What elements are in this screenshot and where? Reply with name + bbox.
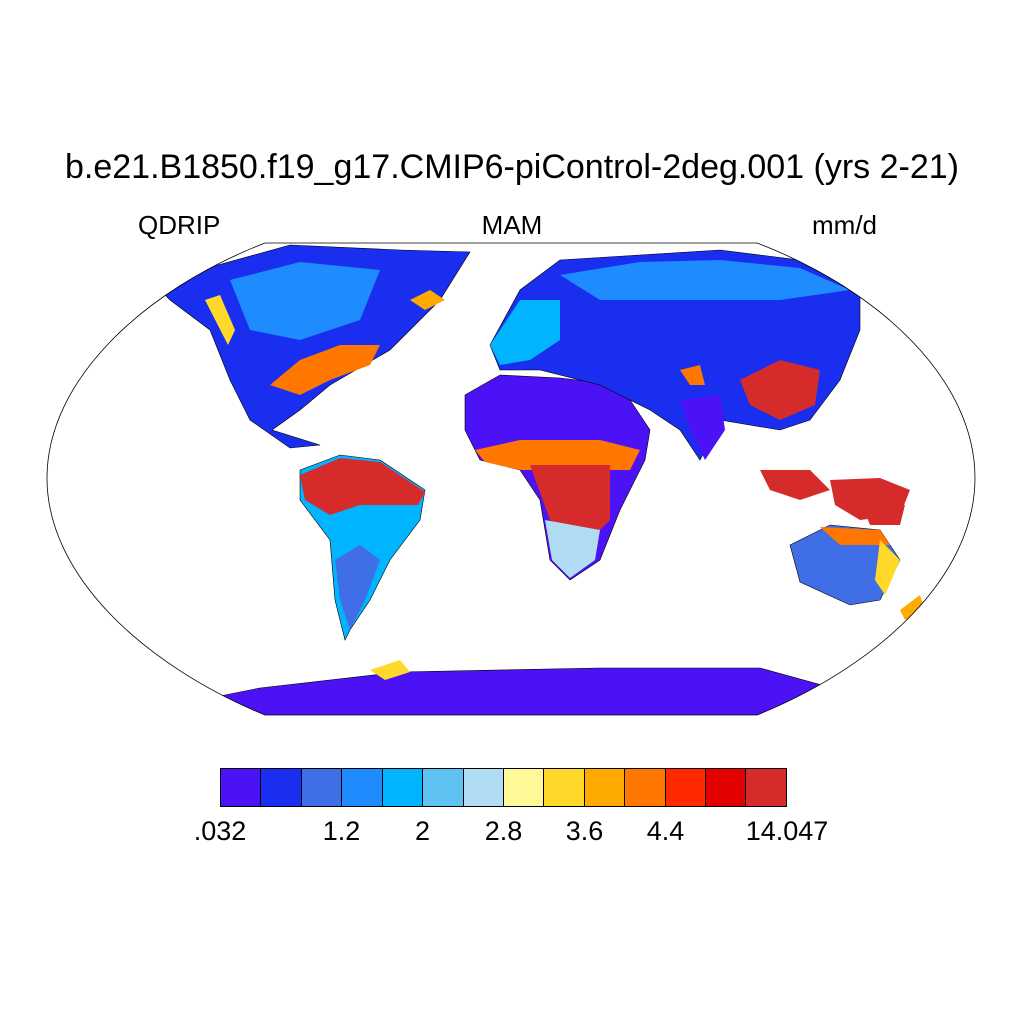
colorbar-label: 14.047 <box>745 816 829 846</box>
colorbar-box <box>503 769 545 806</box>
north-america-west-coast <box>205 295 235 345</box>
eurasia-north <box>560 260 850 300</box>
season-label: MAM <box>481 210 543 240</box>
colorbar-box <box>746 769 786 806</box>
himalaya <box>680 365 705 385</box>
australia-north <box>820 527 890 545</box>
antarctica <box>199 667 842 715</box>
colorbar-box <box>301 769 343 806</box>
colorbar-label: 3.6 <box>565 816 604 846</box>
south-america-tropics <box>300 458 425 515</box>
africa-south <box>545 520 600 578</box>
colorbar-label: 1.2 <box>322 816 361 846</box>
plot-title: b.e21.B1850.f19_g17.CMIP6-piControl-2deg… <box>65 148 959 186</box>
colorbar-box <box>584 769 626 806</box>
south-america-south <box>335 545 380 630</box>
map-outline <box>46 242 976 716</box>
africa-sahel <box>475 440 640 470</box>
india <box>680 395 725 460</box>
colorbar-box <box>665 769 707 806</box>
colorbar-box <box>706 769 747 806</box>
colorbar-box <box>261 769 302 806</box>
new-zealand <box>900 595 925 620</box>
colorbar <box>220 768 787 807</box>
colorbar-label: 2 <box>414 816 431 846</box>
antarctic-peninsula <box>370 660 410 680</box>
new-guinea <box>860 500 905 525</box>
variable-label: QDRIP <box>138 210 221 240</box>
colorbar-box <box>382 769 424 806</box>
europe <box>490 300 560 365</box>
colorbar-box <box>625 769 666 806</box>
colorbar-box <box>342 769 383 806</box>
australia-east <box>875 540 900 595</box>
africa-tropics <box>530 465 610 540</box>
east-asia <box>740 360 820 420</box>
north-america-east <box>270 345 380 395</box>
colorbar-box <box>221 769 262 806</box>
colorbar-label: 2.8 <box>484 816 523 846</box>
colorbar-label: .032 <box>193 816 247 846</box>
north-america-interior <box>230 262 380 340</box>
greenland-edge <box>410 290 445 310</box>
indonesia-1 <box>760 470 830 500</box>
colorbar-label: 4.4 <box>646 816 685 846</box>
colorbar-box <box>463 769 504 806</box>
units-label: mm/d <box>812 210 877 240</box>
colorbar-box <box>423 769 464 806</box>
colorbar-box <box>544 769 585 806</box>
